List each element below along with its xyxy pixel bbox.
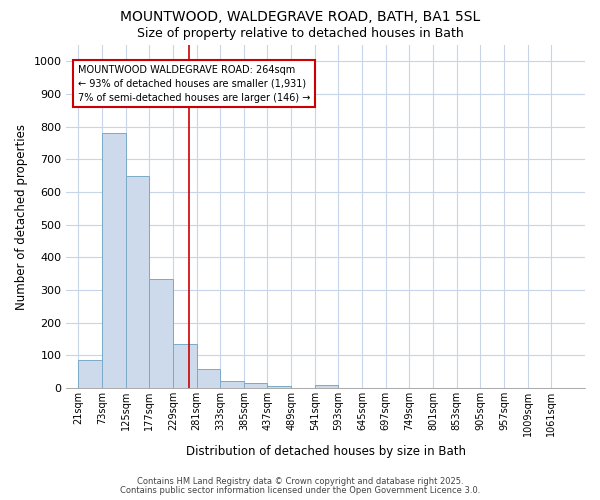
Bar: [220, 381, 244, 388]
Bar: [244, 383, 268, 388]
Text: Contains public sector information licensed under the Open Government Licence 3.: Contains public sector information licen…: [120, 486, 480, 495]
Bar: [102, 133, 125, 388]
Bar: [197, 368, 220, 388]
Bar: [268, 386, 291, 388]
Text: MOUNTWOOD, WALDEGRAVE ROAD, BATH, BA1 5SL: MOUNTWOOD, WALDEGRAVE ROAD, BATH, BA1 5S…: [120, 10, 480, 24]
Y-axis label: Number of detached properties: Number of detached properties: [15, 124, 28, 310]
Bar: [78, 360, 102, 388]
Bar: [315, 385, 338, 388]
Text: Size of property relative to detached houses in Bath: Size of property relative to detached ho…: [137, 28, 463, 40]
Bar: [125, 176, 149, 388]
X-axis label: Distribution of detached houses by size in Bath: Distribution of detached houses by size …: [186, 444, 466, 458]
Text: Contains HM Land Registry data © Crown copyright and database right 2025.: Contains HM Land Registry data © Crown c…: [137, 477, 463, 486]
Bar: [149, 278, 173, 388]
Bar: [173, 344, 197, 388]
Text: MOUNTWOOD WALDEGRAVE ROAD: 264sqm
← 93% of detached houses are smaller (1,931)
7: MOUNTWOOD WALDEGRAVE ROAD: 264sqm ← 93% …: [78, 64, 311, 102]
